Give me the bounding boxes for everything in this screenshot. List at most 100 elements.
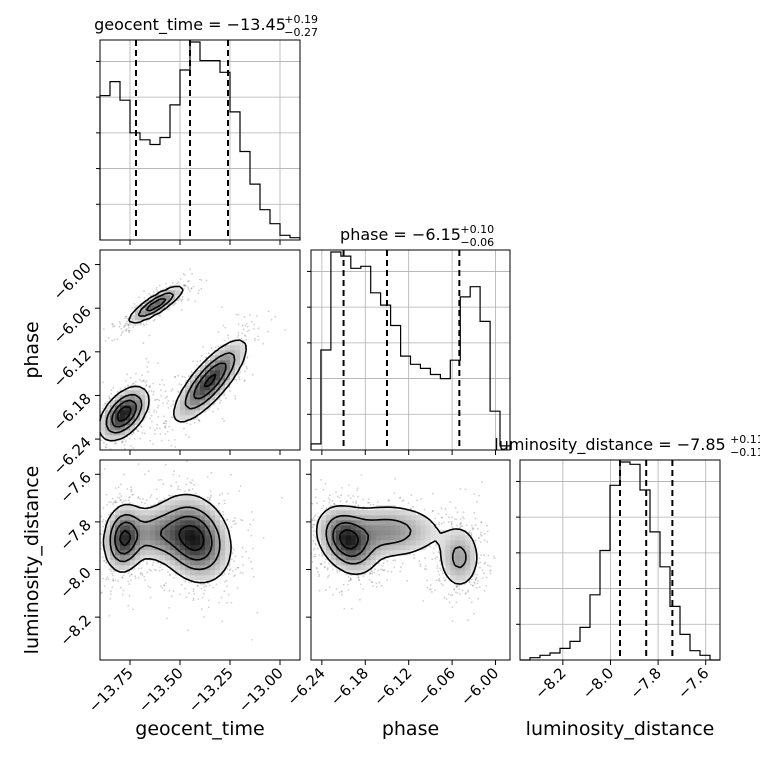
scatter-point: [111, 323, 114, 326]
density-cell: [380, 550, 386, 556]
scatter-point: [209, 496, 212, 499]
scatter-point: [112, 386, 114, 389]
scatter-point: [357, 495, 359, 498]
density-cell: [370, 550, 376, 556]
density-cell: [420, 520, 426, 526]
scatter-point: [248, 557, 250, 560]
scatter-point: [484, 539, 486, 542]
scatter-point: [325, 507, 328, 509]
density-cell: [180, 395, 186, 401]
density-cell: [140, 395, 146, 401]
scatter-point: [478, 586, 481, 589]
scatter-point: [312, 534, 315, 536]
density-cell: [110, 555, 116, 561]
scatter-point: [267, 310, 270, 313]
density-cell: [140, 555, 146, 561]
scatter-point: [101, 407, 104, 410]
density-cell: [210, 385, 216, 391]
density-cell: [170, 530, 176, 536]
density-cell: [190, 410, 196, 416]
scatter-point: [165, 422, 168, 425]
scatter-point: [461, 525, 464, 527]
scatter-point: [137, 496, 139, 499]
density-cell: [345, 535, 352, 541]
density-cell: [395, 520, 401, 526]
density-cell: [435, 535, 441, 541]
density-cell: [190, 545, 196, 551]
scatter-point: [387, 570, 390, 573]
density-cell: [195, 570, 201, 576]
scatter-point: [476, 527, 479, 530]
density-cell: [145, 400, 151, 406]
density-cell: [120, 555, 126, 561]
scatter-point: [234, 397, 237, 400]
scatter-point: [245, 323, 248, 325]
density-cell: [175, 410, 181, 416]
scatter-point: [127, 326, 130, 329]
density-cell: [210, 355, 216, 361]
density-cell: [230, 350, 236, 356]
density-cell: [335, 515, 342, 521]
density-cell: [360, 540, 367, 546]
scatter-point: [241, 546, 244, 549]
density-cell: [115, 395, 121, 401]
scatter-point: [109, 397, 111, 400]
scatter-point: [245, 366, 248, 368]
density-cell: [390, 515, 396, 521]
scatter-point: [152, 443, 155, 445]
density-cell: [345, 540, 352, 546]
density-cell: [165, 515, 171, 521]
density-cell: [415, 545, 421, 551]
density-cell: [110, 425, 116, 431]
density-cell: [450, 535, 456, 541]
scatter-point: [146, 366, 149, 368]
density-cell: [145, 520, 151, 526]
scatter-point: [467, 590, 469, 593]
scatter-point: [149, 439, 152, 442]
scatter-point: [197, 598, 200, 601]
scatter-point: [149, 385, 152, 387]
scatter-point: [434, 517, 437, 520]
density-cell: [225, 530, 231, 536]
density-cell: [120, 525, 126, 531]
scatter-point: [187, 288, 190, 290]
density-cell: [365, 545, 371, 551]
scatter-point: [103, 468, 106, 470]
density-cell: [340, 535, 347, 541]
scatter-point: [329, 494, 331, 496]
scatter-point: [437, 523, 440, 526]
density-cell: [120, 560, 126, 566]
scatter-point: [114, 579, 117, 581]
scatter-point: [314, 542, 317, 545]
density-cell: [130, 425, 136, 431]
density-cell: [200, 500, 206, 506]
density-cell: [155, 535, 161, 541]
scatter-point: [180, 300, 183, 303]
scatter-point: [122, 330, 124, 333]
density-cell: [210, 395, 216, 401]
scatter-point: [171, 281, 174, 284]
histogram-panel-geocent_time: geocent_time = −13.45+0.19−0.27: [94, 13, 318, 241]
scatter-point: [241, 572, 244, 574]
scatter-point: [487, 564, 489, 567]
scatter-point: [114, 499, 117, 502]
density-cell: [435, 540, 441, 546]
density-cell: [105, 405, 111, 411]
scatter-point: [352, 495, 354, 497]
scatter-point: [202, 346, 204, 348]
scatter-point: [187, 286, 189, 288]
scatter-point: [378, 573, 381, 576]
density-cell: [140, 400, 146, 406]
density-cell: [115, 520, 121, 526]
scatter-point: [158, 500, 161, 503]
scatter-point: [444, 508, 447, 511]
scatter-point: [170, 485, 173, 488]
scatter-point: [135, 372, 138, 375]
density-cell: [330, 560, 337, 566]
scatter-point: [371, 581, 374, 584]
scatter-point: [359, 583, 362, 586]
density-cell: [380, 545, 386, 551]
density-cell: [445, 530, 451, 536]
scatter-point: [473, 512, 476, 514]
density-cell: [455, 580, 461, 586]
